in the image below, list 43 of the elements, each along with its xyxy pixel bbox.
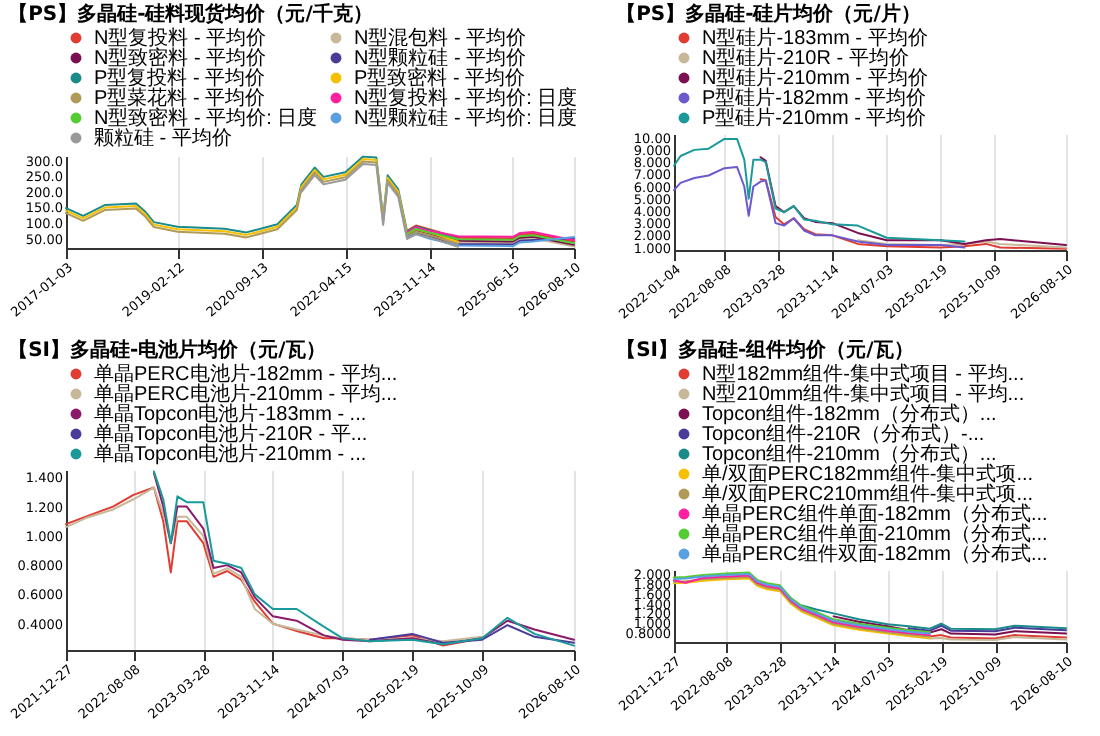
legend-label: 颗粒硅 - 平均价 (94, 126, 232, 150)
line-series (759, 156, 1067, 247)
legend-label: 单晶Topcon电池片-210R - 平... (94, 422, 368, 446)
legend-label: P型菜花料 - 平均价 (94, 86, 266, 110)
legend-label: 单晶PERC组件双面-182mm（分布式... (702, 542, 1048, 566)
line-series (300, 163, 460, 248)
legend-label: N型复投料 - 平均价: 日度 (354, 86, 578, 110)
legend-label: 单/双面PERC210mm组件-集中式项... (702, 482, 1034, 506)
legend-label: N型致密料 - 平均价 (94, 46, 267, 70)
legend-label: 单晶PERC电池片-182mm - 平均... (94, 362, 398, 386)
legend-label: P型硅片-210mm - 平均价 (702, 106, 927, 130)
legend-label: Topcon组件-182mm（分布式）... (702, 402, 997, 426)
line-series (368, 624, 575, 644)
chart-title: 【PS】多晶硅-硅料现货均价（元/千克） (8, 2, 373, 26)
legend-label: N型硅片-210R - 平均价 (702, 46, 909, 70)
legend-label: P型硅片-182mm - 平均价 (702, 86, 927, 110)
chart-title: 【SI】多晶硅-电池片均价（元/瓦） (8, 338, 326, 362)
legend-label: 单晶Topcon电池片-210mm - ... (94, 442, 367, 466)
legend-label: N型210mm组件-集中式项目 - 平均... (702, 382, 1025, 406)
legend-label: N型混包料 - 平均价 (354, 26, 527, 50)
legend-label: 单晶PERC组件单面-182mm（分布式... (702, 502, 1048, 526)
line-series (832, 615, 1067, 636)
chart-title: 【PS】多晶硅-硅片均价（元/片） (616, 2, 921, 26)
legend-label: 单/双面PERC182mm组件-集中式项... (702, 462, 1034, 486)
legend-label: N型致密料 - 平均价: 日度 (94, 106, 318, 130)
legend-label: N型182mm组件-集中式项目 - 平均... (702, 362, 1025, 386)
legend-label: N型硅片-183mm - 平均价 (702, 26, 928, 50)
line-series (673, 137, 966, 243)
legend-label: 单晶PERC电池片-210mm - 平均... (94, 382, 398, 406)
legend-label: 单晶Topcon电池片-183mm - ... (94, 402, 367, 426)
line-series (801, 604, 1067, 631)
legend-label: P型致密料 - 平均价 (354, 66, 526, 90)
line-series (673, 165, 966, 249)
legend-label: P型复投料 - 平均价 (94, 66, 266, 90)
legend-label: N型复投料 - 平均价 (94, 26, 267, 50)
legend-label: N型颗粒硅 - 平均价: 日度 (354, 106, 578, 130)
legend-label: 单晶PERC组件单面-210mm（分布式... (702, 522, 1048, 546)
legend-label: Topcon组件-210mm（分布式）... (702, 442, 997, 466)
legend-label: N型硅片-210mm - 平均价 (702, 66, 928, 90)
chart-title: 【SI】多晶硅-组件均价（元/瓦） (616, 338, 914, 362)
legend-label: N型颗粒硅 - 平均价 (354, 46, 527, 70)
line-series (759, 178, 1067, 250)
legend-label: Topcon组件-210R（分布式）-... (702, 422, 985, 446)
